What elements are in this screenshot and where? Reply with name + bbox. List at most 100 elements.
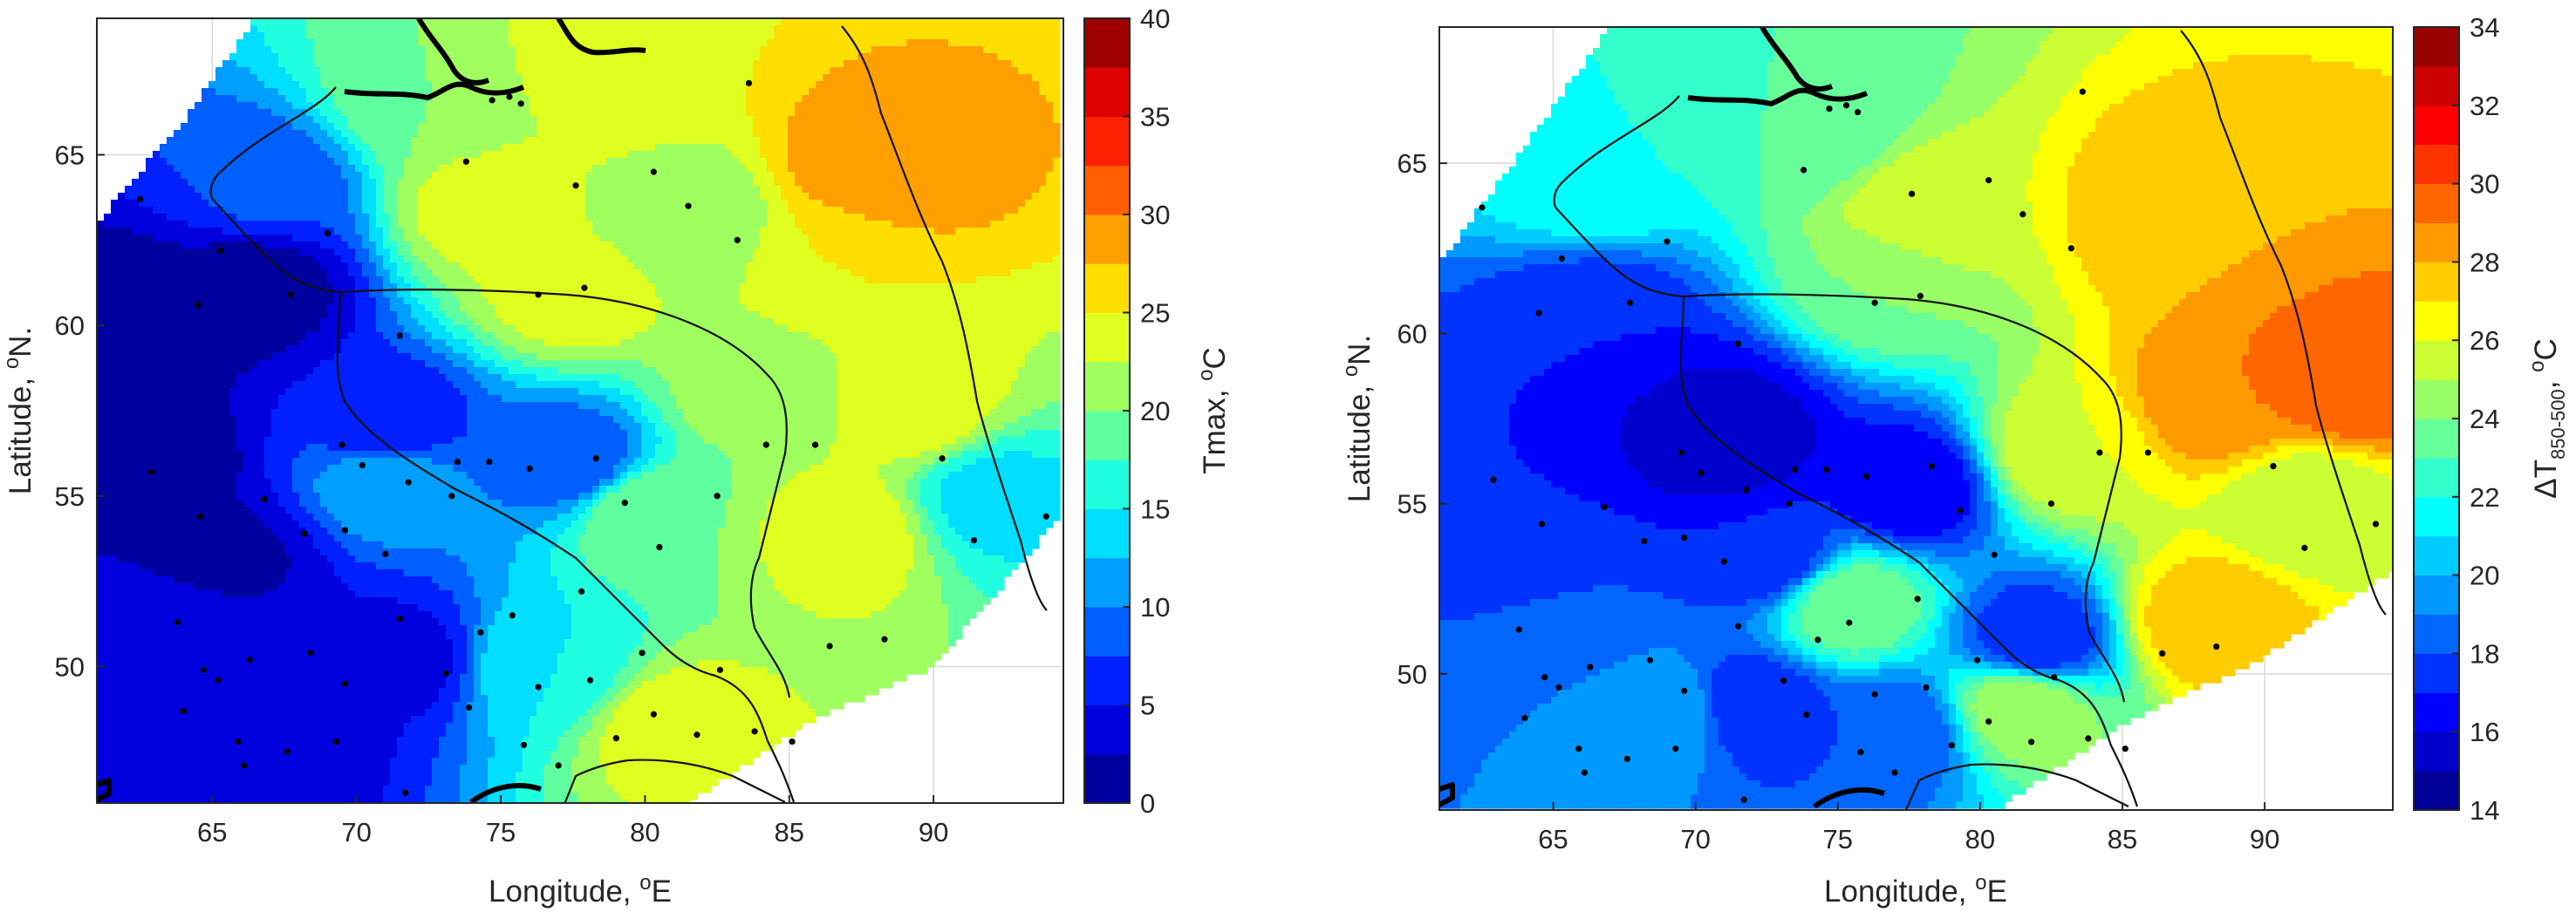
contour-cell — [425, 88, 433, 96]
contour-cell — [802, 262, 810, 270]
contour-cell — [1004, 95, 1012, 103]
contour-cell — [111, 228, 119, 235]
contour-cell — [585, 255, 593, 263]
contour-cell — [983, 262, 991, 270]
contour-cell — [564, 207, 572, 214]
contour-cell — [160, 255, 167, 263]
contour-cell — [878, 158, 886, 166]
contour-cell — [167, 200, 174, 208]
contour-cell — [864, 165, 872, 173]
contour-cell — [662, 116, 670, 124]
contour-cell — [948, 39, 956, 47]
contour-cell — [439, 144, 447, 152]
contour-cell — [732, 123, 740, 131]
contour-cell — [690, 262, 698, 270]
contour-cell — [536, 255, 544, 263]
contour-cell — [920, 248, 928, 256]
contour-cell — [941, 81, 949, 89]
contour-cell — [516, 179, 523, 187]
contour-cell — [376, 186, 384, 194]
contour-cell — [181, 235, 188, 242]
contour-cell — [432, 283, 440, 291]
contour-cell — [530, 186, 537, 194]
contour-cell — [781, 25, 789, 33]
contour-cell — [425, 144, 433, 152]
contour-cell — [767, 262, 775, 270]
contour-cell — [425, 46, 433, 54]
contour-cell — [369, 235, 377, 242]
contour-cell — [1004, 130, 1012, 138]
contour-cell — [592, 123, 600, 131]
contour-cell — [446, 255, 454, 263]
contour-cell — [467, 228, 475, 235]
contour-cell — [208, 262, 216, 270]
contour-cell — [1004, 144, 1012, 152]
contour-cell — [627, 235, 635, 242]
contour-cell — [767, 221, 775, 228]
contour-cell — [690, 158, 698, 166]
contour-cell — [620, 53, 628, 61]
contour-cell — [913, 235, 921, 242]
contour-cell — [502, 18, 509, 26]
contour-cell — [690, 116, 698, 124]
contour-cell — [648, 151, 656, 159]
contour-cell — [146, 283, 154, 291]
contour-cell — [271, 60, 279, 68]
contour-cell — [215, 179, 223, 187]
contour-cell — [202, 102, 209, 110]
contour-cell — [892, 255, 900, 263]
contour-cell — [704, 276, 712, 284]
contour-cell — [885, 25, 893, 33]
contour-cell — [453, 179, 461, 187]
contour-cell — [285, 53, 293, 61]
contour-cell — [202, 179, 209, 187]
contour-cell — [306, 262, 314, 270]
contour-cell — [844, 81, 851, 89]
contour-cell — [481, 172, 489, 180]
contour-cell — [976, 53, 984, 61]
contour-cell — [711, 46, 719, 54]
contour-cell — [292, 193, 300, 201]
contour-cell — [536, 53, 544, 61]
contour-cell — [592, 25, 600, 33]
contour-cell — [885, 102, 893, 110]
contour-cell — [132, 242, 140, 249]
contour-cell — [243, 165, 251, 173]
contour-cell — [543, 53, 551, 61]
contour-cell — [592, 269, 600, 277]
contour-cell — [627, 269, 635, 277]
contour-cell — [495, 18, 502, 26]
contour-cell — [257, 235, 265, 242]
contour-cell — [941, 172, 949, 180]
contour-cell — [662, 179, 670, 187]
contour-cell — [222, 179, 230, 187]
contour-cell — [697, 74, 705, 82]
contour-cell — [739, 193, 747, 201]
contour-cell — [1025, 123, 1033, 131]
contour-cell — [802, 109, 810, 117]
contour-cell — [697, 81, 705, 89]
contour-cell — [334, 116, 342, 124]
contour-cell — [1039, 165, 1047, 173]
contour-cell — [976, 137, 984, 145]
contour-cell — [488, 116, 495, 124]
contour-cell — [983, 116, 991, 124]
contour-cell — [376, 276, 384, 284]
contour-cell — [188, 158, 195, 166]
contour-cell — [969, 60, 977, 68]
contour-cell — [557, 123, 565, 131]
contour-cell — [397, 53, 405, 61]
contour-cell — [243, 46, 251, 54]
contour-cell — [383, 200, 391, 208]
contour-cell — [523, 130, 530, 138]
contour-cell — [229, 144, 237, 152]
contour-cell — [655, 81, 663, 89]
contour-cell — [941, 221, 949, 228]
contour-cell — [641, 151, 649, 159]
contour-cell — [1032, 214, 1040, 221]
contour-cell — [285, 46, 293, 54]
contour-cell — [851, 88, 858, 96]
contour-cell — [837, 74, 844, 82]
contour-cell — [313, 262, 321, 270]
contour-cell — [446, 276, 454, 284]
